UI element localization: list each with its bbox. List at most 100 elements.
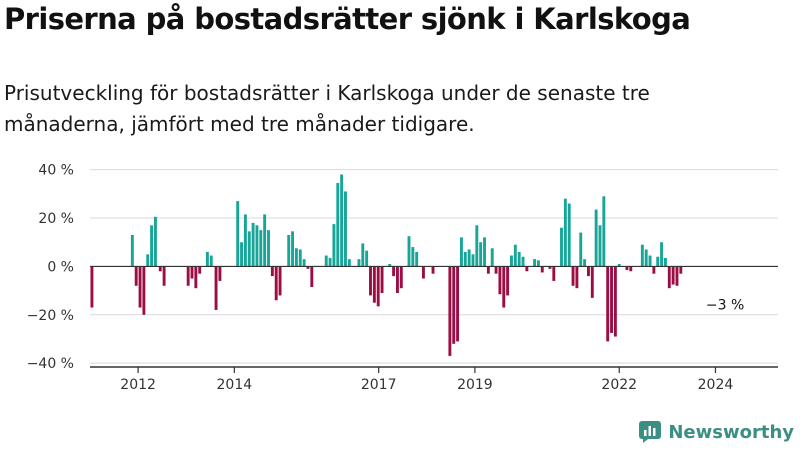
- bar-chart: 40 % 20 % 0 % −20 % −40 % 2012 2014 2017 2019 202…: [27, 163, 778, 393]
- bar: [510, 255, 513, 267]
- bar: [158, 266, 162, 272]
- bar: [463, 251, 467, 267]
- bar: [287, 234, 291, 267]
- x-tick-label: 2017: [361, 377, 397, 393]
- bar: [347, 259, 351, 267]
- bar: [214, 266, 218, 310]
- bar: [640, 244, 644, 267]
- bar: [372, 266, 376, 303]
- bar: [142, 266, 146, 315]
- bar: [513, 244, 517, 267]
- bar: [563, 198, 567, 267]
- bar: [652, 266, 656, 274]
- bar: [302, 259, 306, 267]
- bar: [586, 266, 590, 277]
- bar: [146, 254, 150, 267]
- bar: [613, 266, 617, 337]
- bar: [247, 231, 251, 267]
- bar: [648, 255, 652, 267]
- bar: [344, 191, 347, 267]
- bar: [380, 266, 384, 294]
- bar: [431, 266, 435, 274]
- bar: [448, 266, 452, 356]
- bar: [278, 266, 282, 296]
- bar: [567, 203, 571, 267]
- bar: [610, 266, 613, 333]
- x-tick-label: 2024: [698, 377, 734, 393]
- bar: [369, 266, 372, 296]
- latest-value-label: −3 %: [706, 298, 744, 314]
- bar: [324, 255, 328, 267]
- bar: [552, 266, 556, 281]
- bar: [533, 259, 537, 267]
- bar: [644, 249, 648, 267]
- bar: [571, 266, 575, 286]
- bar: [671, 266, 675, 285]
- bar: [663, 257, 667, 267]
- bar: [294, 248, 298, 267]
- bar: [521, 256, 525, 267]
- bar: [162, 266, 166, 286]
- bar-series: [90, 174, 683, 356]
- bar: [205, 251, 209, 267]
- bar: [421, 266, 425, 279]
- bar: [583, 259, 587, 267]
- bar: [399, 266, 403, 289]
- bar: [255, 225, 259, 267]
- bar: [415, 251, 419, 267]
- bar: [471, 254, 475, 267]
- x-tick-label: 2019: [457, 377, 493, 393]
- bar: [506, 266, 510, 296]
- bar: [452, 266, 456, 344]
- y-tick-label: 40 %: [38, 163, 74, 179]
- bar: [598, 225, 602, 267]
- brand-name: Newsworthy: [668, 421, 794, 443]
- bar: [357, 259, 361, 267]
- bar: [361, 243, 365, 267]
- bar: [388, 264, 392, 267]
- bar: [291, 231, 295, 267]
- bar: [376, 266, 380, 307]
- bar: [310, 266, 314, 287]
- bar: [525, 266, 529, 272]
- bar: [590, 266, 594, 298]
- y-tick-label: −20 %: [27, 308, 74, 324]
- bar: [594, 209, 598, 267]
- bar: [479, 242, 483, 267]
- bar: [190, 266, 194, 279]
- bar: [392, 266, 396, 277]
- bar: [411, 247, 415, 267]
- bar: [267, 230, 270, 267]
- bar: [270, 266, 274, 277]
- bar: [194, 266, 198, 289]
- bar: [274, 266, 278, 301]
- bar: [660, 242, 664, 267]
- bar: [134, 266, 138, 286]
- y-tick-label: 0 %: [47, 259, 74, 275]
- newsworthy-logo: Newsworthy: [638, 420, 794, 444]
- bar: [679, 266, 683, 274]
- bar: [606, 266, 610, 342]
- bar: [575, 266, 579, 289]
- bar: [328, 257, 332, 267]
- bar: [536, 260, 540, 267]
- bar: [259, 230, 263, 267]
- bar: [456, 266, 460, 342]
- bar: [365, 250, 369, 267]
- bar: [150, 225, 154, 267]
- bar: [675, 266, 679, 286]
- bar: [629, 266, 633, 272]
- bar: [483, 237, 486, 267]
- bar: [517, 251, 521, 267]
- bar: [540, 266, 544, 273]
- y-tick-label: 20 %: [38, 211, 74, 227]
- chart-title: Priserna på bostadsrätter sjönk i Karlsk…: [4, 2, 691, 36]
- bar: [602, 196, 606, 267]
- bar: [467, 249, 471, 267]
- bar: [656, 256, 660, 267]
- x-tick-label: 2022: [601, 377, 637, 393]
- bar: [625, 266, 629, 271]
- bar: [306, 266, 310, 269]
- bar: [560, 227, 563, 267]
- bar: [475, 225, 479, 267]
